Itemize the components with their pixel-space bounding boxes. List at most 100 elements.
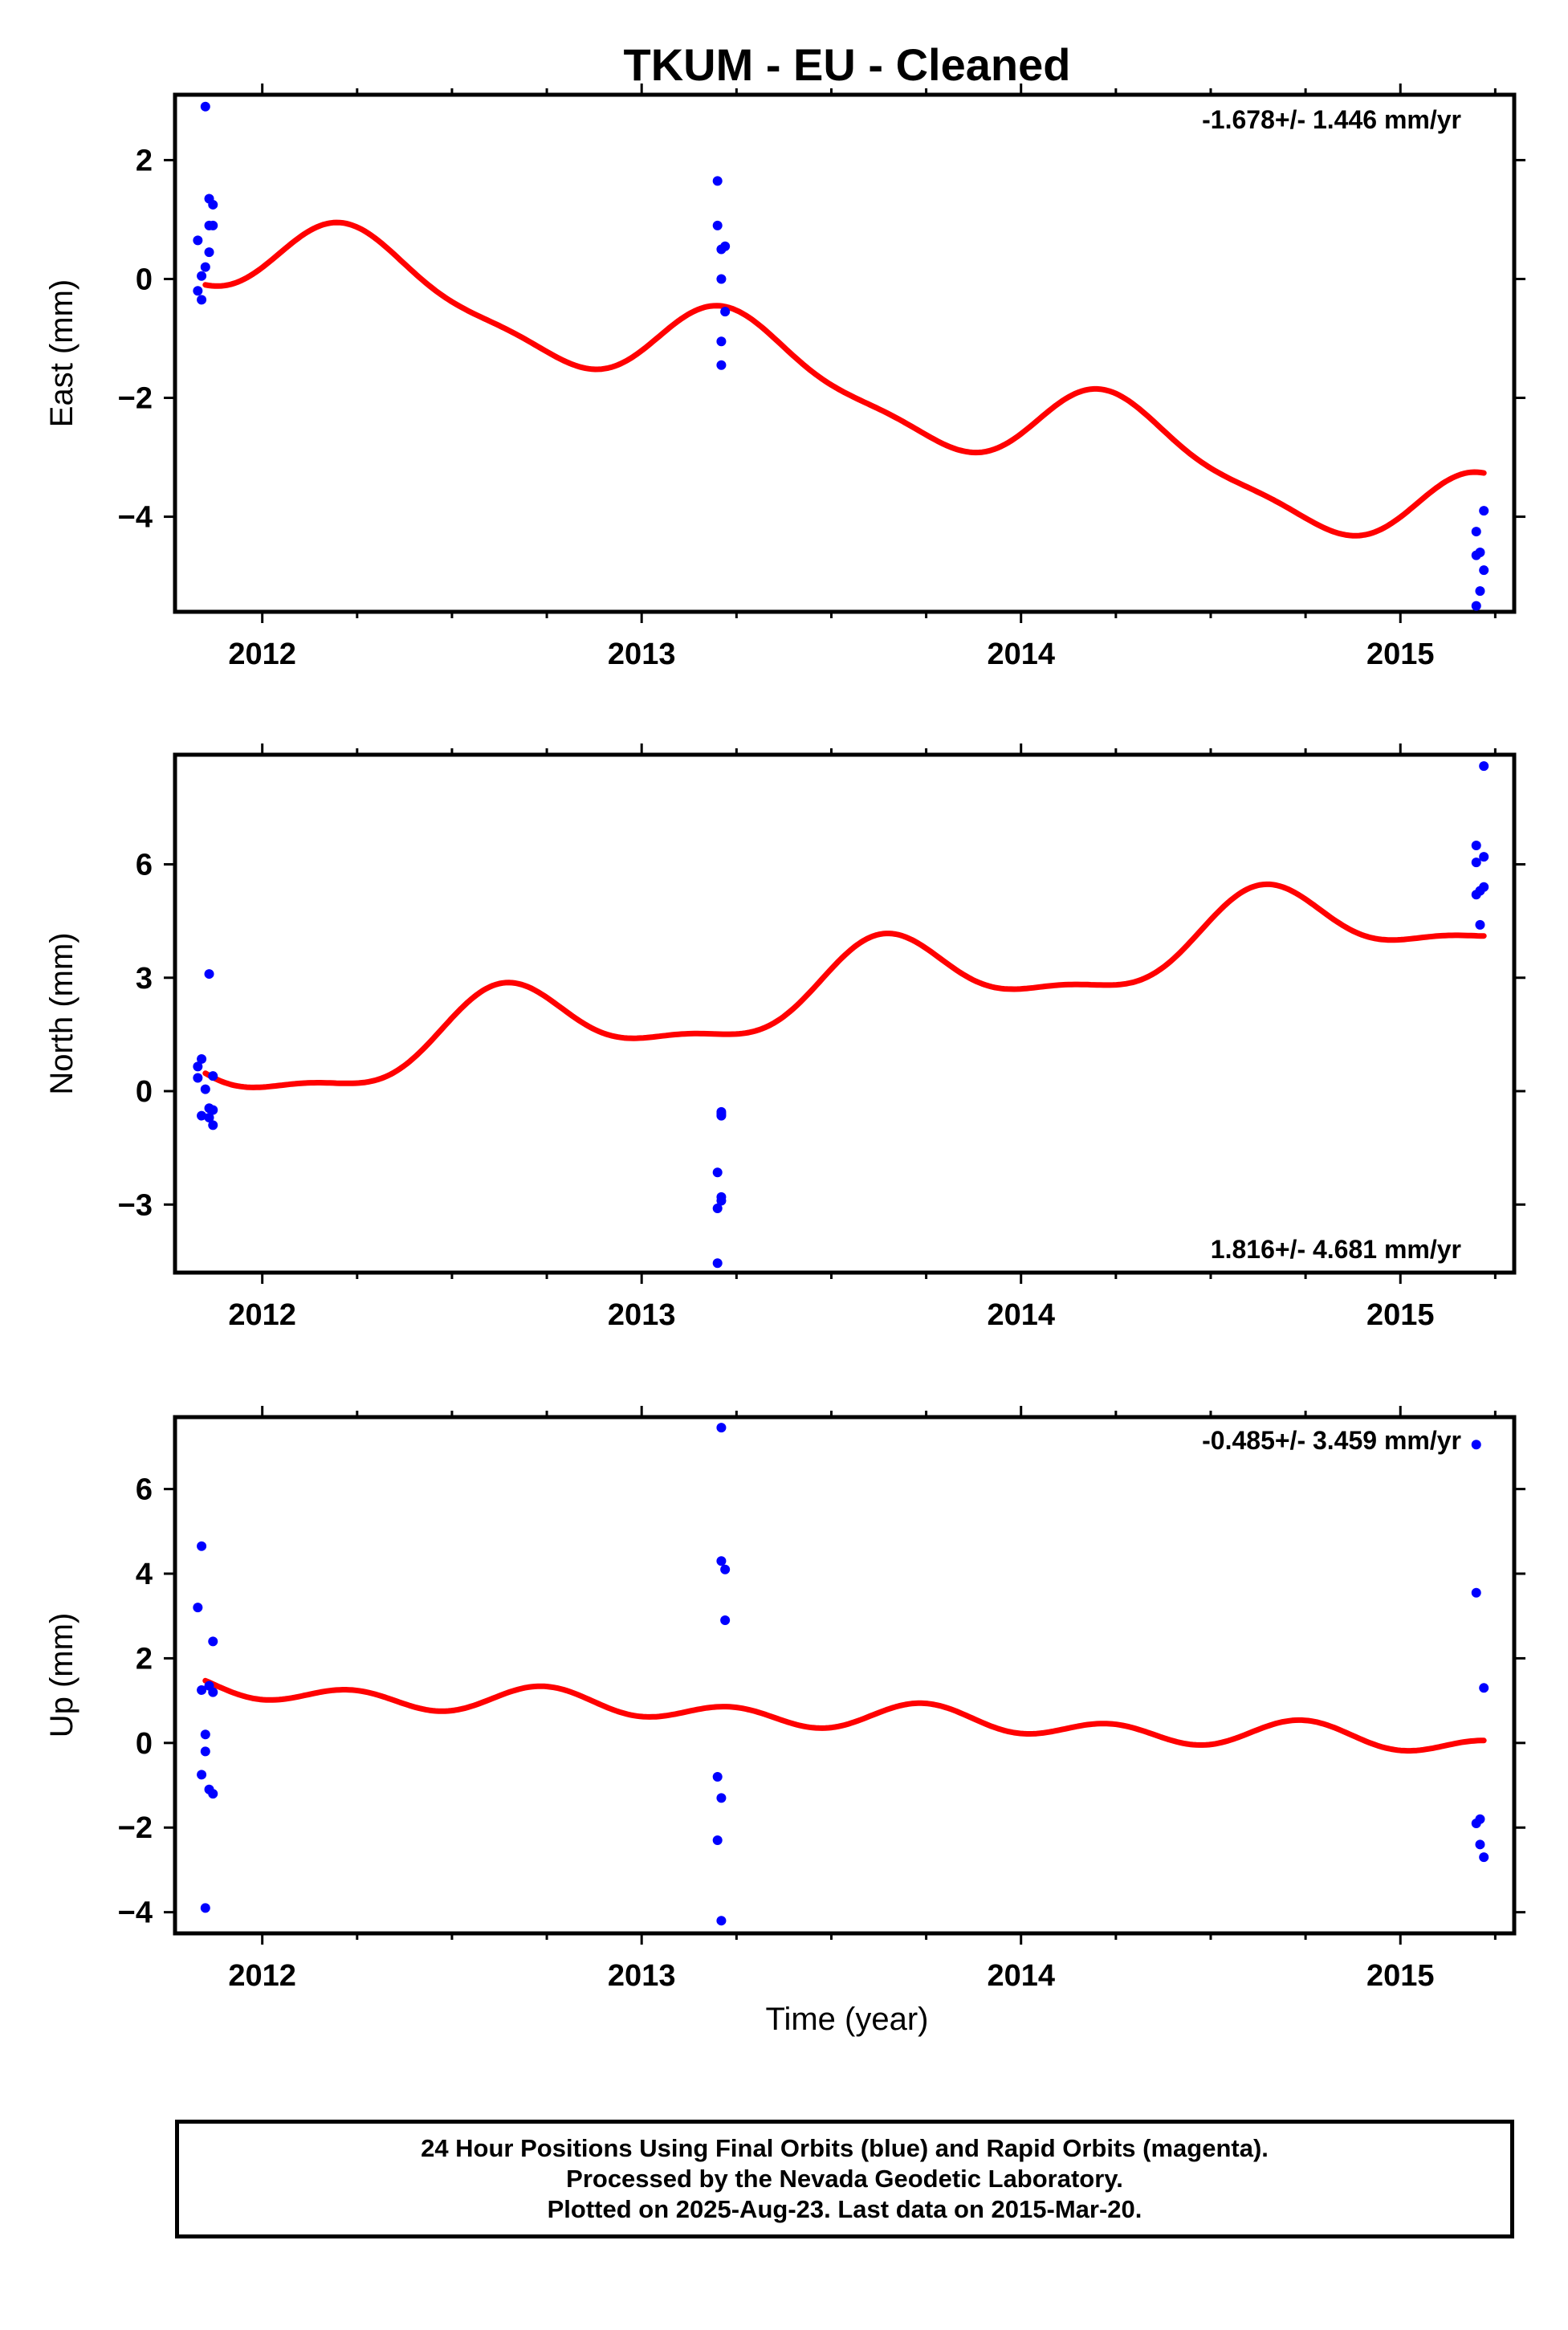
data-point xyxy=(720,1615,731,1625)
data-point xyxy=(716,1916,727,1926)
data-point xyxy=(200,1746,210,1757)
x-tick-label: 2012 xyxy=(228,637,296,671)
data-point xyxy=(716,360,727,370)
data-point xyxy=(193,286,203,296)
data-point xyxy=(716,1793,727,1803)
data-point xyxy=(197,295,207,305)
y-tick-label: 2 xyxy=(136,1642,153,1676)
model-fit-line xyxy=(202,1677,1487,1754)
data-point xyxy=(712,1771,723,1782)
rate-annotation: 1.816+/- 4.681 mm/yr xyxy=(1211,1235,1461,1264)
y-tick-label: 2 xyxy=(136,144,153,177)
data-point xyxy=(716,1423,727,1433)
data-point xyxy=(197,1684,207,1695)
y-tick-label: 6 xyxy=(136,849,153,882)
data-point xyxy=(1479,852,1489,862)
data-point xyxy=(716,244,727,255)
data-point xyxy=(712,176,723,186)
x-tick-label: 2014 xyxy=(987,637,1055,671)
plot-frame xyxy=(173,752,1517,1275)
plot-frame xyxy=(173,1415,1517,1936)
data-point xyxy=(712,1835,723,1846)
data-point xyxy=(197,1541,207,1551)
footer-box: 24 Hour Positions Using Final Orbits (bl… xyxy=(175,2120,1514,2238)
data-point xyxy=(1479,1852,1489,1863)
data-point xyxy=(193,1061,203,1072)
east-panel: 2012 2013 2014 2015 −4 −2 0 2 East (mm) -1.678+/-… xyxy=(44,84,1525,671)
data-point xyxy=(208,199,218,210)
model-fit-line xyxy=(202,219,1487,539)
y-tick-label: −4 xyxy=(118,1896,153,1930)
y-tick-label: 4 xyxy=(136,1558,153,1591)
data-point xyxy=(197,271,207,281)
data-point xyxy=(1471,1818,1481,1828)
data-point xyxy=(1471,550,1481,560)
y-axis-label: East (mm) xyxy=(44,279,79,427)
data-point xyxy=(716,274,727,284)
x-tick-label: 2015 xyxy=(1366,1959,1435,1993)
data-point xyxy=(197,1110,207,1121)
y-axis-label: Up (mm) xyxy=(44,1613,79,1738)
data-point xyxy=(197,1770,207,1780)
data-point xyxy=(1471,601,1481,611)
data-point xyxy=(208,1120,218,1130)
data-point xyxy=(208,1636,218,1647)
plot-frame xyxy=(173,92,1517,614)
x-tick-label: 2013 xyxy=(608,1298,676,1332)
y-tick-label: 3 xyxy=(136,962,153,996)
data-point xyxy=(193,1603,203,1613)
data-point xyxy=(712,1203,723,1213)
data-point xyxy=(1479,506,1489,516)
data-point xyxy=(1479,565,1489,576)
x-tick-label: 2013 xyxy=(608,637,676,671)
data-point xyxy=(720,307,731,317)
data-point xyxy=(1471,840,1481,850)
data-point xyxy=(204,1112,214,1122)
x-tick-label: 2012 xyxy=(228,1959,296,1993)
y-tick-label: 0 xyxy=(136,1727,153,1761)
x-tick-label: 2015 xyxy=(1366,637,1435,671)
chart-title: TKUM - EU - Cleaned xyxy=(624,39,1071,90)
y-tick-label: −4 xyxy=(118,501,153,535)
x-tick-label: 2014 xyxy=(987,1298,1055,1332)
data-point xyxy=(1475,919,1485,930)
data-point xyxy=(712,220,723,230)
data-point xyxy=(716,1110,727,1121)
y-tick-label: −2 xyxy=(118,1811,153,1845)
data-point xyxy=(200,101,210,112)
data-point xyxy=(712,1167,723,1178)
data-point xyxy=(208,1687,218,1697)
x-tick-label: 2014 xyxy=(987,1959,1055,1993)
data-point xyxy=(1471,1440,1481,1450)
rate-annotation: -0.485+/- 3.459 mm/yr xyxy=(1202,1426,1461,1455)
data-point xyxy=(204,247,214,258)
data-point xyxy=(200,1903,210,1913)
x-tick-label: 2015 xyxy=(1366,1298,1435,1332)
data-point xyxy=(208,1105,218,1115)
data-point xyxy=(193,235,203,246)
data-point xyxy=(197,1053,207,1064)
data-point xyxy=(208,1789,218,1799)
data-point xyxy=(1475,1839,1485,1850)
y-tick-label: −3 xyxy=(118,1188,153,1222)
up-panel: 2012 2013 2014 2015 −4 −2 0 2 4 6 Up (mm) -0.485+/-… xyxy=(44,1406,1525,1993)
data-point xyxy=(1479,761,1489,772)
x-axis-label: Time (year) xyxy=(766,2002,929,2037)
data-point xyxy=(200,1729,210,1740)
data-point xyxy=(716,1196,727,1206)
data-point xyxy=(193,1073,203,1083)
data-point xyxy=(1479,1683,1489,1693)
data-point xyxy=(1471,527,1481,537)
y-axis-label: North (mm) xyxy=(44,932,79,1094)
data-point xyxy=(1471,890,1481,900)
data-point xyxy=(720,1564,731,1574)
data-point xyxy=(208,1071,218,1081)
footer-line-2: Processed by the Nevada Geodetic Laborat… xyxy=(566,2165,1123,2193)
y-tick-label: 0 xyxy=(136,263,153,296)
data-point xyxy=(716,336,727,347)
footer-line-1: 24 Hour Positions Using Final Orbits (bl… xyxy=(421,2134,1269,2162)
data-point xyxy=(200,262,210,272)
footer-line-3: Plotted on 2025-Aug-23. Last data on 201… xyxy=(547,2195,1142,2223)
data-point xyxy=(1471,857,1481,868)
